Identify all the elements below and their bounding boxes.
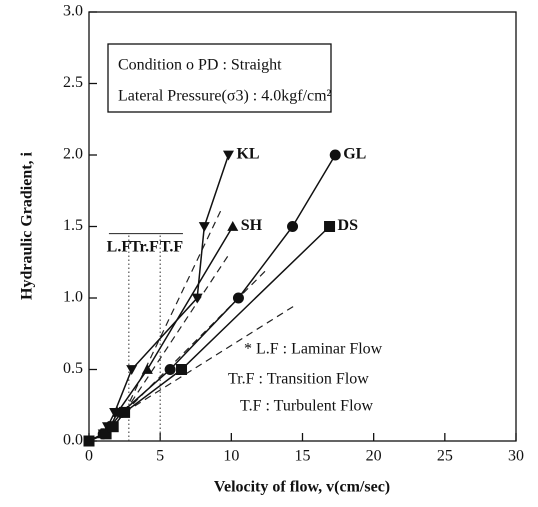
region-label: T.F (160, 238, 183, 255)
x-tick-label: 15 (295, 448, 311, 465)
marker (287, 221, 299, 232)
x-tick-label: 25 (437, 448, 453, 465)
condition-text: Condition o PD : Straight (118, 57, 282, 74)
y-tick-label: 0.5 (63, 360, 83, 377)
x-tick-label: 10 (223, 448, 239, 465)
note: * L.F : Laminar Flow (244, 341, 383, 358)
y-axis-label: Hydraulic Gradient, i (19, 151, 36, 300)
series-label: SH (241, 217, 263, 234)
marker (126, 365, 138, 375)
marker (176, 364, 188, 375)
condition-text: Lateral Pressure(σ3) : 4.0kgf/cm² (118, 88, 332, 105)
marker (100, 428, 112, 440)
x-axis-label: Velocity of flow, v(cm/sec) (214, 479, 390, 496)
series-label: KL (236, 146, 259, 163)
marker (164, 364, 176, 375)
series-label: GL (343, 146, 366, 163)
marker (198, 222, 210, 232)
y-tick-label: 3.0 (63, 3, 83, 20)
reference-line (124, 304, 296, 413)
y-tick-label: 2.5 (63, 74, 83, 91)
marker (83, 435, 95, 447)
region-label: L.F (107, 238, 132, 255)
reference-line (124, 268, 268, 413)
y-tick-label: 2.0 (63, 146, 83, 163)
marker (222, 150, 234, 161)
marker (119, 406, 131, 418)
x-tick-label: 0 (85, 448, 93, 465)
y-tick-label: 0.0 (63, 432, 83, 449)
series-line (88, 154, 230, 442)
marker (232, 292, 244, 304)
y-tick-label: 1.0 (63, 289, 83, 306)
region-label: Tr.F (130, 238, 159, 255)
x-tick-label: 30 (508, 448, 524, 465)
y-tick-label: 1.5 (63, 217, 83, 234)
marker (141, 364, 153, 374)
series-label: DS (338, 217, 359, 234)
x-tick-label: 20 (366, 448, 382, 465)
marker (191, 293, 203, 304)
condition-box (107, 43, 332, 113)
note: Tr.F : Transition Flow (228, 371, 369, 388)
marker (227, 221, 239, 231)
marker (329, 149, 341, 161)
x-tick-label: 5 (156, 448, 164, 465)
marker (324, 221, 336, 232)
note: T.F : Turbulent Flow (240, 398, 374, 415)
marker (107, 421, 119, 433)
reference-line (124, 254, 229, 413)
